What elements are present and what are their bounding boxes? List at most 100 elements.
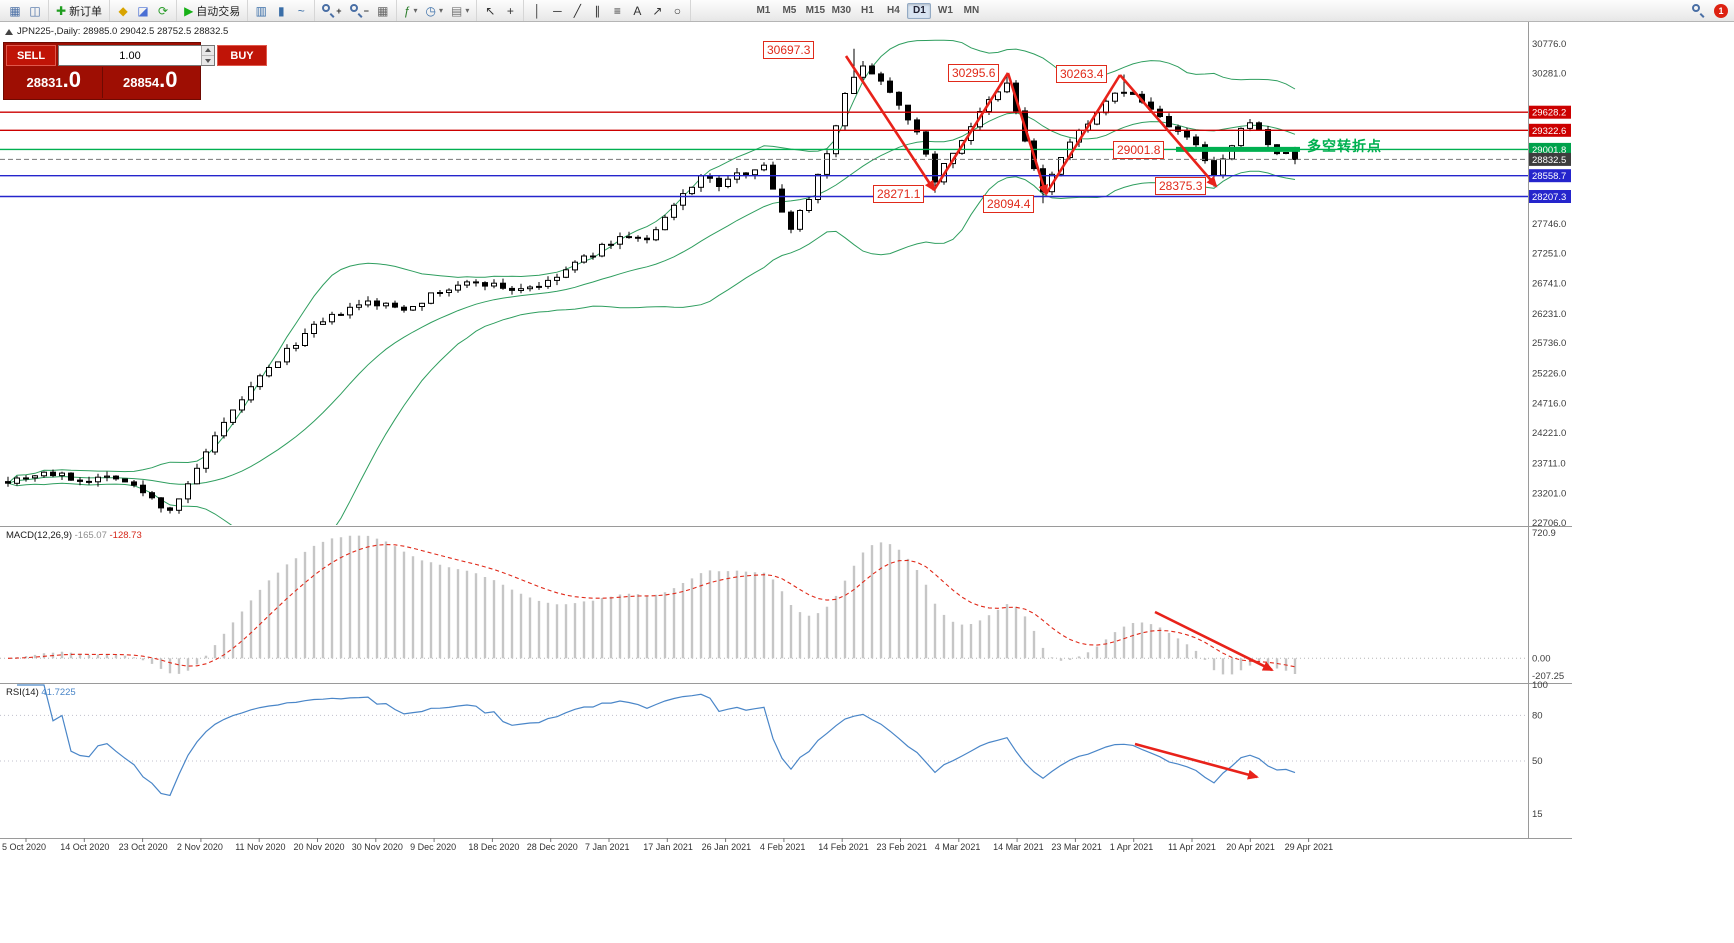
templates-button[interactable]: ▤ ▾ <box>447 2 473 20</box>
channel-icon[interactable]: ∥ <box>587 2 607 20</box>
svg-text:11 Nov 2020: 11 Nov 2020 <box>235 842 285 852</box>
chart-canvas[interactable]: 30776.0 30281.0 27746.0 27251.0 26741.0 26231… <box>0 22 1572 943</box>
arrow-object-icon[interactable]: ↗ <box>647 2 667 20</box>
svg-text:4 Feb 2021: 4 Feb 2021 <box>760 842 806 852</box>
refresh-icon[interactable]: ⟳ <box>153 2 173 20</box>
horizontal-line-icon[interactable]: ─ <box>547 2 567 20</box>
text-icon[interactable]: A <box>627 2 647 20</box>
indicators-button[interactable]: ƒ ▾ <box>400 2 422 20</box>
price-axis-labels: 30776.0 30281.0 27746.0 27251.0 26741.0 26231… <box>1532 39 1566 529</box>
svg-text:1 Apr 2021: 1 Apr 2021 <box>1110 842 1154 852</box>
svg-text:30281.0: 30281.0 <box>1532 68 1566 79</box>
sell-button[interactable]: SELL <box>6 45 56 66</box>
candles-mode-icon[interactable]: ▮ <box>271 2 291 20</box>
svg-text:0.00: 0.00 <box>1532 653 1551 664</box>
shapes-icon[interactable]: ○ <box>667 2 687 20</box>
price-annotation[interactable]: 30697.3 <box>763 41 815 59</box>
turning-point-label: 多空转折点 <box>1307 138 1382 154</box>
timeframe-h1[interactable]: H1 <box>855 3 879 19</box>
volume-input[interactable] <box>59 46 201 65</box>
toolbar-group-auto: ▶ 自动交易 <box>177 0 249 21</box>
notifications-badge[interactable]: 1 <box>1714 3 1728 18</box>
timeframe-w1[interactable]: W1 <box>933 3 957 19</box>
toolbar-group-zoom: + − ▦ <box>315 0 397 21</box>
tile-windows-icon[interactable]: ▦ <box>373 2 393 20</box>
svg-text:23711.0: 23711.0 <box>1532 458 1566 469</box>
auto-trading-button[interactable]: ▶ 自动交易 <box>180 2 244 20</box>
timeframe-group: M1 M5 M15 M30 H1 H4 D1 W1 MN <box>747 0 987 21</box>
timeframe-m1[interactable]: M1 <box>751 3 775 19</box>
svg-text:24221.0: 24221.0 <box>1532 428 1566 439</box>
svg-text:29001.8: 29001.8 <box>1532 145 1566 156</box>
price-annotation[interactable]: 28094.4 <box>983 195 1035 213</box>
fibonacci-icon[interactable]: ≡ <box>607 2 627 20</box>
vertical-line-icon[interactable]: │ <box>527 2 547 20</box>
crosshair-icon[interactable]: + <box>500 2 520 20</box>
svg-text:20 Apr 2021: 20 Apr 2021 <box>1226 842 1275 852</box>
toolbar-group-windows: ▦ ◫ <box>2 0 49 21</box>
svg-text:23 Feb 2021: 23 Feb 2021 <box>877 842 928 852</box>
volume-down-button[interactable] <box>202 56 214 65</box>
svg-text:9 Dec 2020: 9 Dec 2020 <box>410 842 456 852</box>
time-axis: 5 Oct 2020 14 Oct 2020 23 Oct 2020 2 Nov 20… <box>2 838 1333 852</box>
bars-mode-icon[interactable]: ▥ <box>251 2 271 20</box>
line-mode-icon[interactable]: ~ <box>291 2 311 20</box>
svg-text:14 Feb 2021: 14 Feb 2021 <box>818 842 869 852</box>
profile-icon[interactable]: ◫ <box>25 2 45 20</box>
svg-text:50: 50 <box>1532 756 1543 767</box>
rsi-label: RSI(14) 41.7225 <box>6 687 76 698</box>
svg-text:26 Jan 2021: 26 Jan 2021 <box>702 842 752 852</box>
chart-window-icon[interactable]: ▦ <box>5 2 25 20</box>
price-annotation[interactable]: 30263.4 <box>1056 65 1108 83</box>
svg-text:28832.5: 28832.5 <box>1532 155 1566 166</box>
timeframe-h4[interactable]: H4 <box>881 3 905 19</box>
timeframe-d1[interactable]: D1 <box>907 2 932 19</box>
svg-text:27746.0: 27746.0 <box>1532 219 1566 230</box>
trend-arrows[interactable] <box>844 55 1218 196</box>
price-annotation[interactable]: 28271.1 <box>873 185 925 203</box>
volume-up-button[interactable] <box>202 46 214 56</box>
svg-text:24716.0: 24716.0 <box>1532 399 1566 410</box>
toolbar-group-objects: │ ─ ╱ ∥ ≡ A ↗ ○ <box>524 0 692 21</box>
timeframe-m15[interactable]: M15 <box>803 3 827 19</box>
level-lines[interactable] <box>0 111 1528 198</box>
svg-text:7 Jan 2021: 7 Jan 2021 <box>585 842 630 852</box>
sell-price-display[interactable]: 28831.0 <box>26 67 81 92</box>
zoom-out-icon[interactable]: − <box>346 2 373 20</box>
svg-text:26741.0: 26741.0 <box>1532 279 1566 290</box>
timeframe-mn[interactable]: MN <box>959 3 983 19</box>
svg-text:28558.7: 28558.7 <box>1532 171 1566 182</box>
timeframe-m30[interactable]: M30 <box>829 3 853 19</box>
price-annotation[interactable]: 28375.3 <box>1155 177 1207 195</box>
buy-price-display[interactable]: 28854.0 <box>101 67 199 98</box>
svg-text:4 Mar 2021: 4 Mar 2021 <box>935 842 981 852</box>
trendline-icon[interactable]: ╱ <box>567 2 587 20</box>
svg-text:720.9: 720.9 <box>1532 528 1556 539</box>
cursor-icon[interactable]: ↖ <box>480 2 500 20</box>
new-order-button[interactable]: ✚ 新订单 <box>52 2 106 20</box>
svg-text:18 Dec 2020: 18 Dec 2020 <box>468 842 519 852</box>
macd-label: MACD(12,26,9) -165.07 -128.73 <box>6 530 142 541</box>
price-chart-svg[interactable]: 30776.0 30281.0 27746.0 27251.0 26741.0 26231… <box>0 22 1572 943</box>
svg-text:28 Dec 2020: 28 Dec 2020 <box>527 842 578 852</box>
svg-text:17 Jan 2021: 17 Jan 2021 <box>643 842 693 852</box>
zoom-in-icon[interactable]: + <box>318 2 345 20</box>
toolbar-group-order: ✚ 新订单 <box>49 0 111 21</box>
periods-button[interactable]: ◷ ▾ <box>422 2 448 20</box>
market-watch-icon[interactable]: ◆ <box>113 2 133 20</box>
svg-text:11 Apr 2021: 11 Apr 2021 <box>1168 842 1216 852</box>
price-annotation[interactable]: 29001.8 <box>1113 141 1165 159</box>
chart-icon <box>5 28 13 35</box>
toolbar-group-chart-modes: ▥ ▮ ~ <box>248 0 316 21</box>
price-annotation[interactable]: 30295.6 <box>948 64 1000 82</box>
toolbar: ▦ ◫ ✚ 新订单 ◆ ◪ ⟳ ▶ 自动交易 ▥ ▮ ~ + − ▦ ƒ ▾ ◷ ▾ ▤ ▾ ↖ + │ ─ ╱ ∥ ≡ A ↗ ○ M1 M5… <box>0 0 1734 22</box>
svg-text:29322.6: 29322.6 <box>1532 126 1566 137</box>
navigator-icon[interactable]: ◪ <box>133 2 153 20</box>
candles-layer <box>5 48 1298 514</box>
svg-text:25226.0: 25226.0 <box>1532 368 1566 379</box>
buy-button[interactable]: BUY <box>217 45 267 66</box>
timeframe-m5[interactable]: M5 <box>777 3 801 19</box>
search-icon[interactable] <box>1688 2 1709 20</box>
